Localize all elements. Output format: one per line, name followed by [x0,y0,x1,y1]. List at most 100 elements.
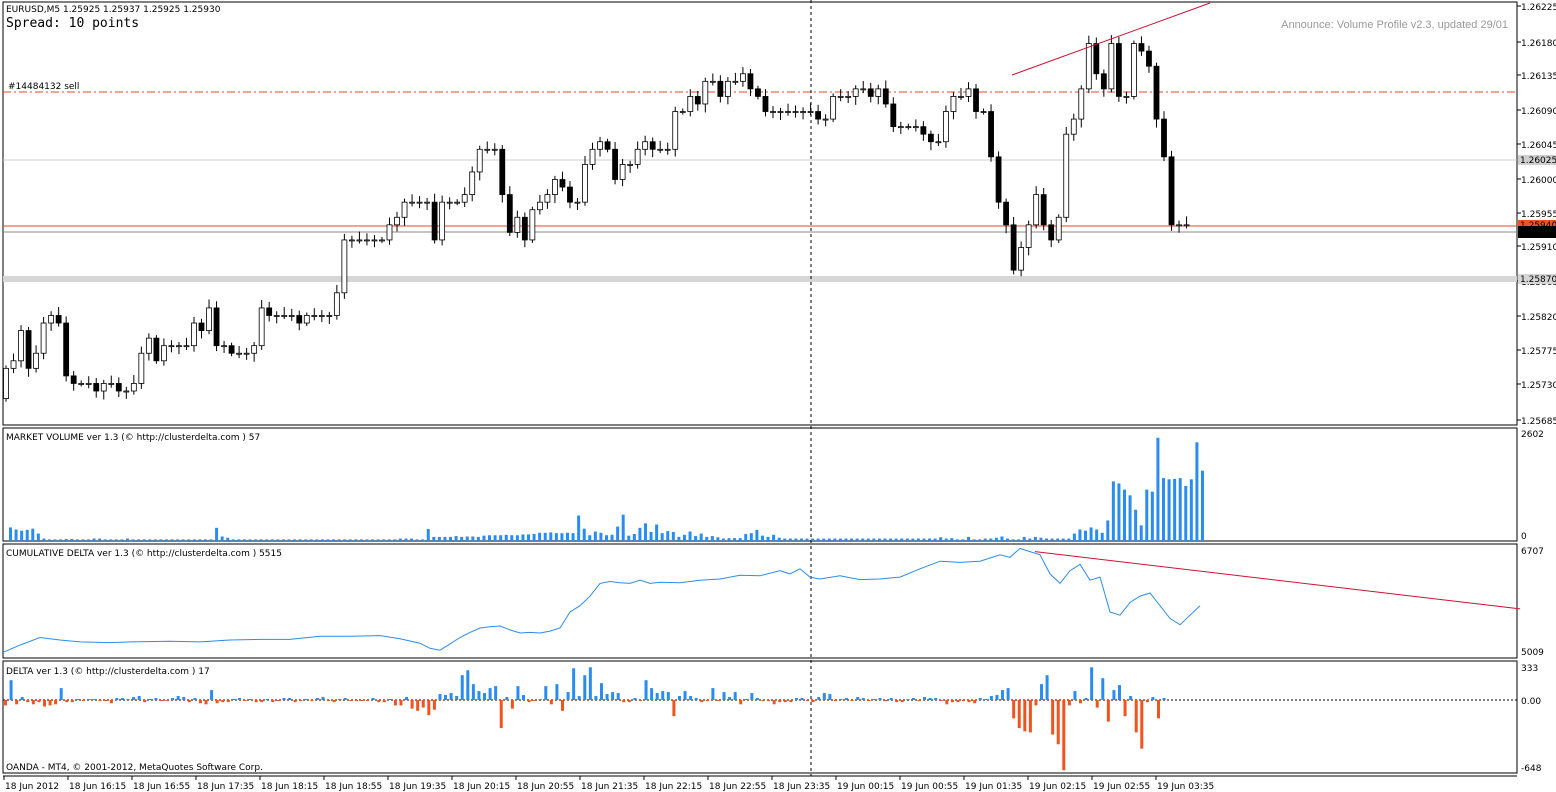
volume-bar [53,539,57,541]
volume-bar [1006,538,1010,541]
delta-bar [299,700,303,702]
delta-bar [393,700,397,706]
volume-bar [978,539,982,541]
candle-body [1100,73,1107,90]
candle-body [33,352,39,369]
delta-bar [744,699,748,700]
candle-body [777,111,784,113]
delta-bar [1162,698,1166,700]
volume-bar [449,536,453,541]
volume-bar [894,538,898,541]
candle-body [732,80,739,83]
delta-bar [800,698,804,700]
delta-bar [561,700,564,711]
delta-bar [81,700,85,702]
volume-bar [36,533,40,541]
time-tick-label: 18 Jun 16:55 [133,782,190,792]
volume-bar [950,538,954,541]
volume-bar [382,539,386,541]
candle-body [364,239,370,242]
candle-body [454,201,461,204]
volume-bar [582,528,586,541]
delta-bar [444,695,448,700]
delta-bar [716,700,720,702]
delta-bar [789,700,793,703]
delta-bar [154,698,158,700]
delta-bar [633,698,637,700]
candle-body [980,111,987,113]
delta-bar [293,700,297,703]
delta-bar [650,688,654,700]
candle-body [905,126,912,129]
volume-bar [1117,483,1121,541]
candle-body [619,164,626,180]
y-tick-label: 1.25955 [1521,210,1556,220]
time-tick-label: 18 Jun 16:15 [69,782,126,792]
delta-y-tick: 0.00 [1521,697,1541,707]
delta-bar [934,698,938,700]
candle-body [912,126,919,129]
candle-body [311,315,318,317]
volume-bar [577,515,581,541]
candle-body [431,201,438,241]
delta-bar [510,700,514,709]
volume-bar [900,538,904,541]
delta-bar [215,700,219,704]
y-tick-label: 1.25730 [1521,381,1556,391]
delta-bar [1151,697,1155,700]
volume-bar [1134,509,1138,541]
volume-bar [326,539,330,541]
delta-bar [995,695,999,700]
volume-bar [916,538,920,541]
volume-bar [599,532,603,541]
delta-bar [822,693,826,700]
candle-body [469,171,476,196]
delta-bar [622,700,626,703]
candle-body [356,239,363,242]
delta-bar [265,699,269,700]
bid-price-tag [1518,220,1556,230]
volume-bar [905,538,909,541]
delta-bar [15,700,19,705]
candle-body [491,148,498,151]
delta-bar [611,692,615,700]
delta-bar [104,700,108,702]
volume-bar [549,532,553,541]
volume-bar [75,539,79,541]
candle-body [326,315,333,317]
candle-body [679,111,686,113]
delta-bar [37,700,41,703]
volume-bar [666,531,670,541]
volume-bar [543,532,547,541]
candle-body [333,292,340,316]
delta-bar [137,696,141,700]
volume-bar [337,539,341,541]
delta-bar [26,700,30,703]
delta-bar [911,698,915,700]
candle-body [973,88,979,112]
delta-bar [572,668,576,700]
volume-bar [566,532,569,541]
delta-bar [962,700,966,702]
volume-bar [1161,478,1165,541]
candle-body [1176,224,1182,227]
candle-body [514,216,521,233]
volume-bar [159,539,163,541]
volume-bar [705,536,709,541]
delta-bar [494,686,498,700]
delta-bar [449,693,453,700]
delta-bar [661,691,665,700]
volume-bar [1150,491,1154,541]
time-tick-label: 19 Jun 01:35 [965,782,1022,792]
volume-bar [989,538,993,541]
volume-bar [20,530,24,541]
volume-bar [499,535,503,541]
delta-bar [861,698,865,700]
candle-body [409,201,415,204]
delta-bar [772,700,776,705]
volume-bar [265,539,269,541]
delta-bar [856,697,860,700]
volume-bar [939,537,943,541]
volume-bar [248,539,252,541]
